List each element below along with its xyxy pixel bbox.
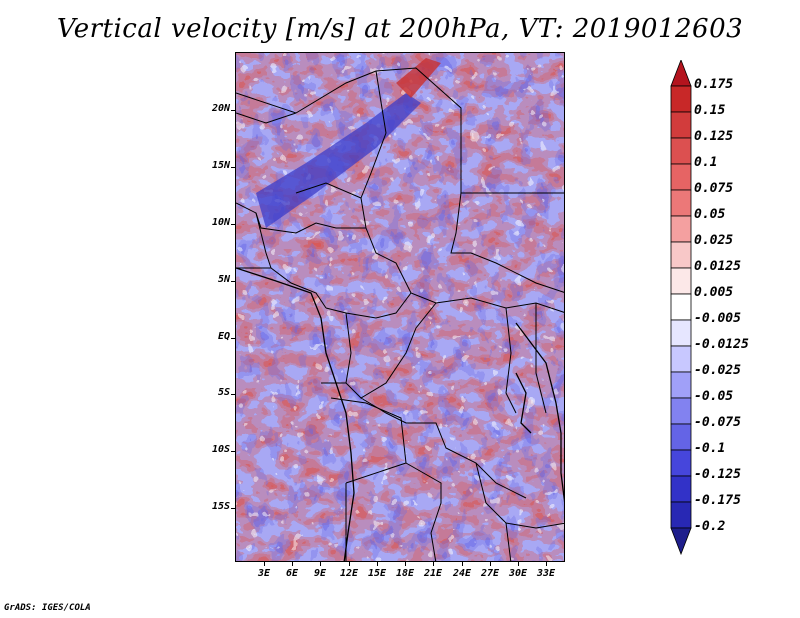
colorbar-swatch <box>670 293 692 321</box>
colorbar-label: 0.025 <box>694 233 734 248</box>
colorbar-label: 0.075 <box>694 181 734 196</box>
colorbar-label: -0.025 <box>694 363 741 378</box>
colorbar-swatch <box>670 475 692 503</box>
lon-tick-mark <box>490 562 491 566</box>
lat-tick-mark <box>231 451 235 452</box>
colorbar-label: -0.075 <box>694 415 741 430</box>
colorbar-label: -0.0125 <box>694 337 749 352</box>
ascent-streak <box>396 58 441 98</box>
lat-tick-label: EQ <box>217 331 230 342</box>
colorbar-swatch <box>670 137 692 165</box>
lon-tick-label: 24E <box>452 568 472 579</box>
lat-tick-label: 15S <box>211 501 230 512</box>
lon-tick-label: 21E <box>423 568 443 579</box>
colorbar-label: -0.05 <box>694 389 734 404</box>
colorbar-swatch <box>670 85 692 113</box>
colorbar-swatch <box>670 423 692 451</box>
colorbar-swatch <box>670 371 692 399</box>
lon-tick-mark <box>462 562 463 566</box>
colorbar-label: -0.1 <box>694 441 726 456</box>
colorbar-swatch <box>670 163 692 191</box>
colorbar-swatch <box>670 527 692 556</box>
lat-tick-label: 15N <box>211 160 230 171</box>
lon-tick-label: 33E <box>536 568 556 579</box>
lon-tick-mark <box>349 562 350 566</box>
lat-tick-mark <box>231 281 235 282</box>
lon-tick-mark <box>292 562 293 566</box>
colorbar-swatch <box>670 345 692 373</box>
lon-tick-mark <box>377 562 378 566</box>
colorbar-label: -0.175 <box>694 493 741 508</box>
colorbar <box>670 60 692 556</box>
lon-tick-label: 3E <box>257 568 271 579</box>
colorbar-label: 0.125 <box>694 129 734 144</box>
lon-tick-mark <box>264 562 265 566</box>
colorbar-swatch <box>670 501 692 529</box>
colorbar-swatch <box>670 60 692 87</box>
lon-tick-label: 18E <box>395 568 415 579</box>
colorbar-label: 0.0125 <box>694 259 741 274</box>
colorbar-label: -0.2 <box>694 519 726 534</box>
lon-tick-mark <box>433 562 434 566</box>
colorbar-label: 0.005 <box>694 285 734 300</box>
colorbar-swatch <box>670 319 692 347</box>
colorbar-swatch <box>670 215 692 243</box>
lat-tick-label: 5N <box>217 274 230 285</box>
colorbar-label: 0.15 <box>694 103 726 118</box>
colorbar-swatch <box>670 449 692 477</box>
lat-tick-mark <box>231 338 235 339</box>
lat-tick-mark <box>231 508 235 509</box>
lon-tick-mark <box>320 562 321 566</box>
lat-tick-label: 10S <box>211 444 230 455</box>
lat-tick-mark <box>231 167 235 168</box>
grads-credit: GrADS: IGES/COLA <box>4 603 91 613</box>
lon-tick-label: 12E <box>339 568 359 579</box>
lon-tick-label: 15E <box>367 568 387 579</box>
lon-tick-mark <box>518 562 519 566</box>
lon-tick-mark <box>405 562 406 566</box>
colorbar-label: 0.05 <box>694 207 726 222</box>
lat-tick-label: 5S <box>217 387 230 398</box>
descent-band <box>256 93 421 228</box>
lat-tick-mark <box>231 224 235 225</box>
colorbar-label: 0.1 <box>694 155 718 170</box>
lat-tick-mark <box>231 110 235 111</box>
lat-tick-mark <box>231 394 235 395</box>
colorbar-swatch <box>670 111 692 139</box>
colorbar-swatch <box>670 397 692 425</box>
velocity-map <box>235 52 565 562</box>
colorbar-label: -0.125 <box>694 467 741 482</box>
lon-tick-label: 9E <box>313 568 327 579</box>
colorbar-label: -0.005 <box>694 311 741 326</box>
coastline <box>236 267 564 561</box>
velocity-field <box>236 53 564 561</box>
colorbar-swatch <box>670 267 692 295</box>
map-title: Vertical velocity [m/s] at 200hPa, VT: 2… <box>56 14 744 44</box>
colorbar-swatch <box>670 189 692 217</box>
colorbar-swatch <box>670 241 692 269</box>
lon-tick-label: 6E <box>285 568 299 579</box>
lon-tick-label: 30E <box>508 568 528 579</box>
lon-tick-label: 27E <box>480 568 500 579</box>
lon-tick-mark <box>546 562 547 566</box>
lat-tick-label: 20N <box>211 103 230 114</box>
colorbar-label: 0.175 <box>694 77 734 92</box>
lat-tick-label: 10N <box>211 217 230 228</box>
